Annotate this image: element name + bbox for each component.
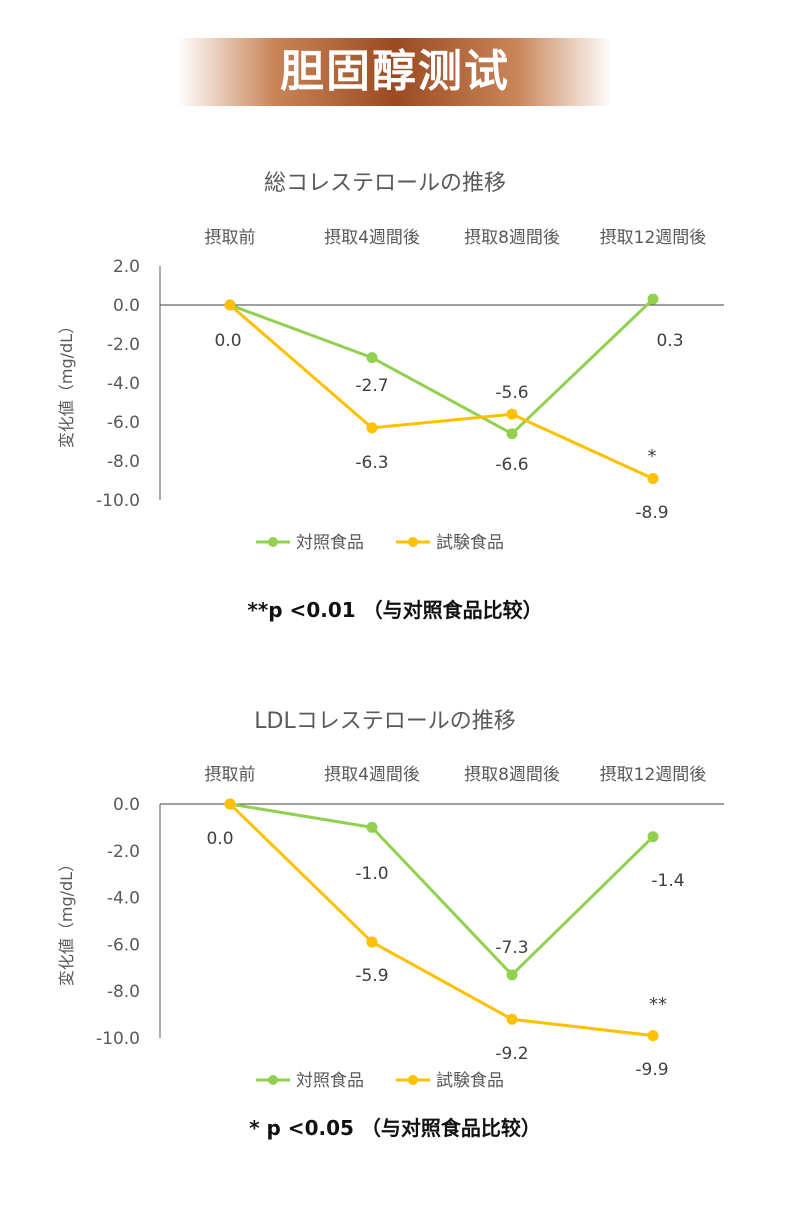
chart-title: LDLコレステロールの推移 xyxy=(254,709,515,734)
significance-marker: ** xyxy=(649,994,667,1015)
legend-marker xyxy=(268,1075,278,1085)
chart-title: 総コレステロールの推移 xyxy=(264,171,506,196)
data-label: -6.6 xyxy=(495,455,528,475)
y-tick-label: 0.0 xyxy=(113,296,140,316)
series-line-1 xyxy=(229,303,654,480)
category-label: 摂取12週間後 xyxy=(600,228,707,248)
data-label: -1.0 xyxy=(355,864,388,884)
data-label: -9.2 xyxy=(495,1044,528,1064)
category-label: 摂取前 xyxy=(205,228,256,248)
y-tick-label: -6.0 xyxy=(107,935,140,955)
series-line-0 xyxy=(229,298,655,436)
data-point xyxy=(366,936,378,948)
significance-note-1: **p <0.01 （与对照食品比较） xyxy=(247,598,543,622)
data-point xyxy=(506,1013,518,1025)
data-label: 0.0 xyxy=(214,331,241,351)
data-point xyxy=(366,352,378,364)
y-tick-label: -10.0 xyxy=(96,1029,140,1049)
data-point xyxy=(647,831,659,843)
category-label: 摂取4週間後 xyxy=(324,765,420,785)
category-label: 摂取4週間後 xyxy=(324,228,420,248)
legend-marker xyxy=(408,537,418,547)
data-label: 0.3 xyxy=(656,331,683,351)
series-line-0 xyxy=(229,802,655,977)
title-banner: 胆固醇测试 xyxy=(178,38,612,106)
y-tick-label: -10.0 xyxy=(96,491,140,511)
data-label: -5.9 xyxy=(355,966,388,986)
data-point xyxy=(366,821,378,833)
y-tick-label: -6.0 xyxy=(107,413,140,433)
y-axis-label: 変化値（mg/dL） xyxy=(57,318,76,448)
category-label: 摂取12週間後 xyxy=(600,765,707,785)
data-point xyxy=(506,969,518,981)
series-line-1 xyxy=(228,802,654,1038)
page-title: 胆固醇测试 xyxy=(280,46,510,97)
data-point xyxy=(366,422,378,434)
legend-label: 試験食品 xyxy=(436,533,504,553)
y-tick-label: -8.0 xyxy=(107,982,140,1002)
legend-label: 対照食品 xyxy=(296,1071,364,1091)
data-label: -8.9 xyxy=(635,503,668,523)
category-label: 摂取前 xyxy=(205,765,256,785)
y-tick-label: 2.0 xyxy=(113,257,140,277)
data-label: -6.3 xyxy=(355,453,388,473)
legend-label: 対照食品 xyxy=(296,533,364,553)
data-label: -1.4 xyxy=(651,871,684,891)
legend-marker xyxy=(268,537,278,547)
data-point xyxy=(506,428,518,440)
data-point xyxy=(506,408,518,420)
data-label: 0.0 xyxy=(206,829,233,849)
data-point xyxy=(647,293,659,305)
y-tick-label: -2.0 xyxy=(107,335,140,355)
data-label: -5.6 xyxy=(495,383,528,403)
data-point xyxy=(224,299,236,311)
category-label: 摂取8週間後 xyxy=(464,228,560,248)
data-label: -7.3 xyxy=(495,938,528,958)
legend-label: 試験食品 xyxy=(436,1071,504,1091)
significance-note-2: * p <0.05 （与对照食品比较） xyxy=(249,1116,541,1140)
data-point xyxy=(224,798,236,810)
data-label: -9.9 xyxy=(635,1060,668,1080)
category-label: 摂取8週間後 xyxy=(464,765,560,785)
y-tick-label: -8.0 xyxy=(107,452,140,472)
data-point xyxy=(647,473,659,485)
y-tick-label: -4.0 xyxy=(107,374,140,394)
y-axis-label: 変化値（mg/dL） xyxy=(57,856,76,986)
data-point xyxy=(647,1030,659,1042)
y-tick-label: -2.0 xyxy=(107,842,140,862)
significance-marker: * xyxy=(648,446,657,467)
data-label: -2.7 xyxy=(355,376,388,396)
legend-marker xyxy=(408,1075,418,1085)
y-tick-label: -4.0 xyxy=(107,889,140,909)
y-tick-label: 0.0 xyxy=(113,795,140,815)
